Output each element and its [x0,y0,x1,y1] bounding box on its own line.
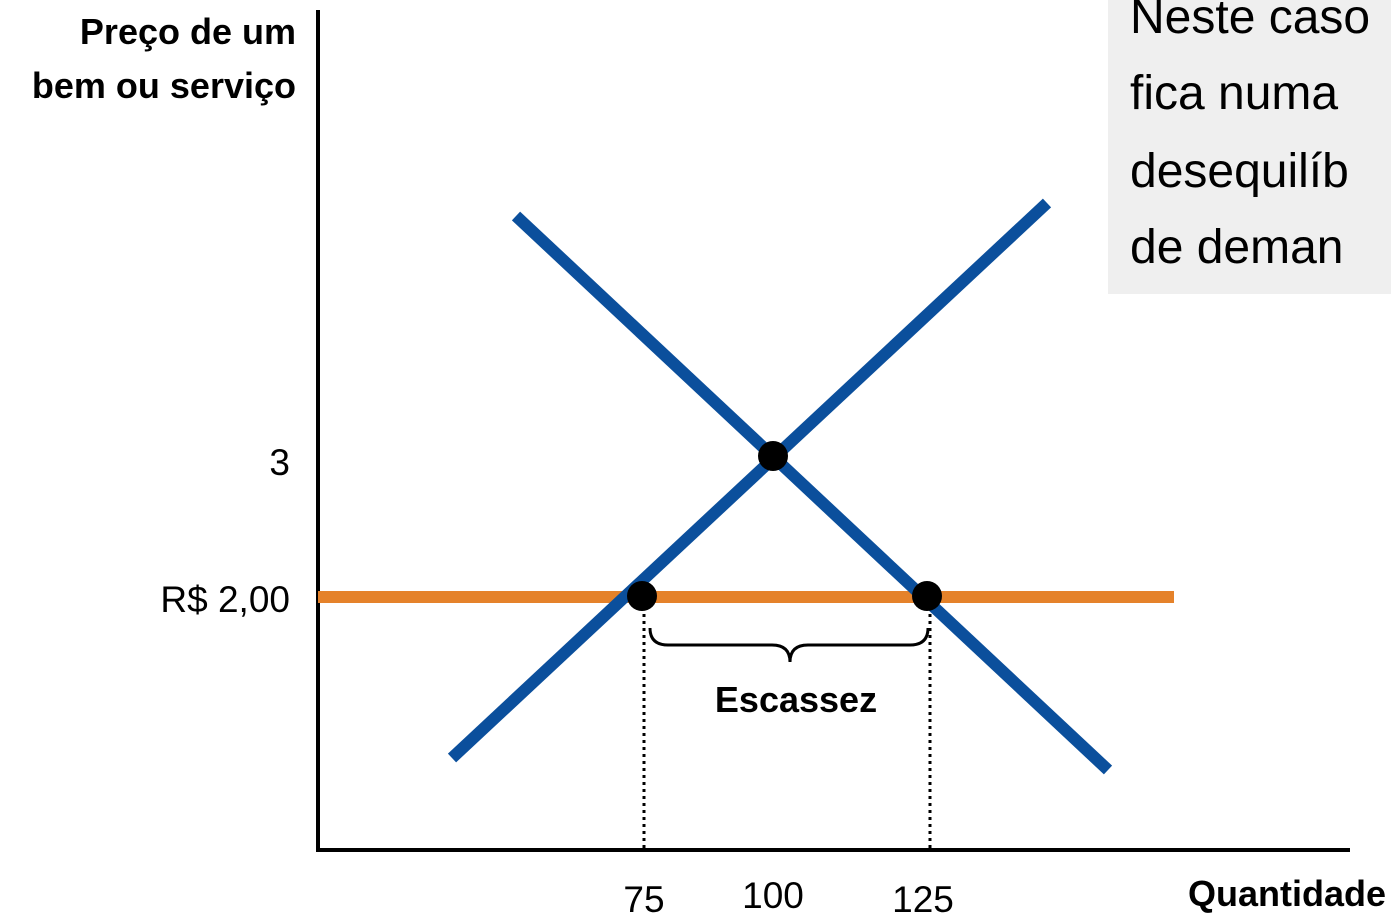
x-axis-title: Quantidade [1188,873,1386,914]
supply-curve [447,198,1052,763]
note-line-2: fica numa [1130,67,1339,120]
gap-label: Escassez [715,679,877,720]
equilibrium-point [758,441,788,471]
demand-curve [511,211,1113,775]
y-tick-3: 3 [269,442,290,483]
gap-brace [648,627,930,663]
supply-point [627,581,657,611]
x-tick-75: 75 [623,879,664,917]
note-line-4: de deman [1130,221,1344,274]
x-tick-125: 125 [892,879,954,917]
note-box: Neste caso fica numa desequilíb de deman [1108,0,1391,294]
y-axis-title-line-1: Preço de um [80,11,296,52]
note-line-3: desequilíb [1130,145,1349,198]
y-tick-price: R$ 2,00 [160,579,290,620]
y-axis-title-line-2: bem ou serviço [32,65,296,106]
demand-point [912,581,942,611]
x-tick-100: 100 [742,875,804,916]
note-line-1: Neste caso [1130,0,1371,44]
